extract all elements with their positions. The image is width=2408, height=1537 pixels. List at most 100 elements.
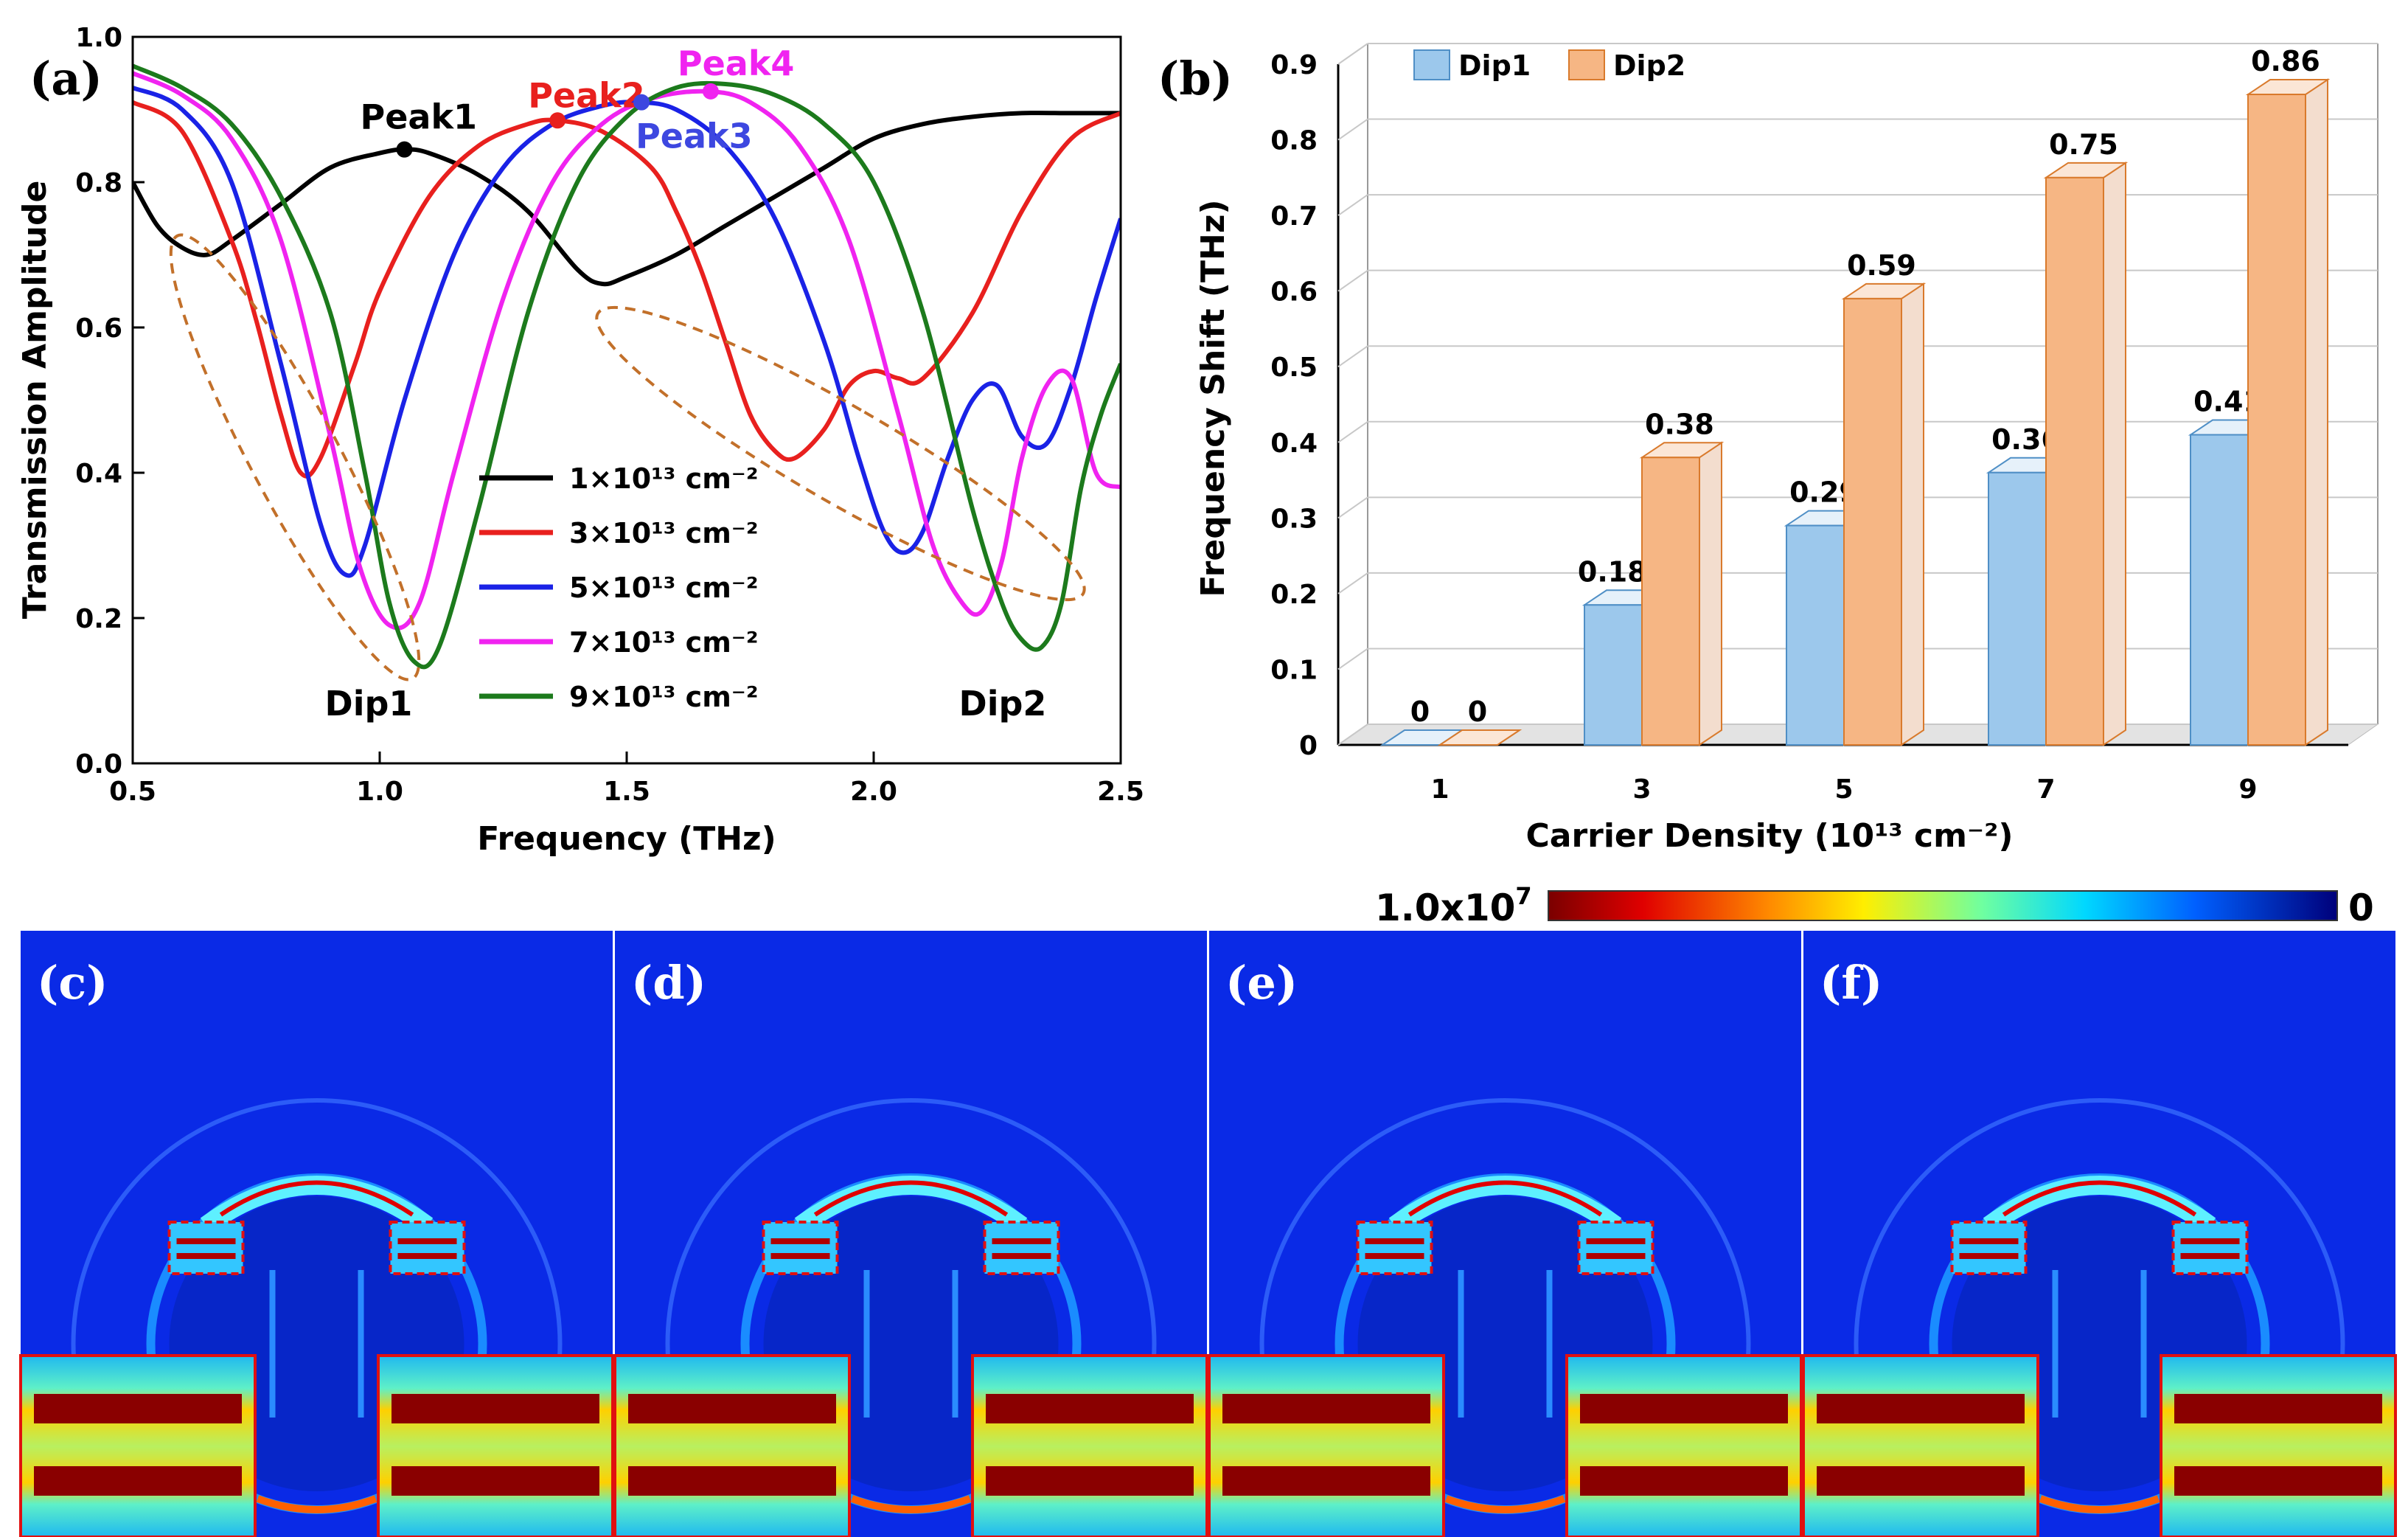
zoom-bar-top bbox=[1580, 1394, 1788, 1423]
bar-front bbox=[1786, 524, 1845, 746]
gridline-side bbox=[1337, 194, 1368, 216]
panel-b-legend: Dip1 Dip2 bbox=[1413, 49, 1685, 82]
x-tick-label: 0.5 bbox=[109, 777, 156, 807]
y-tick-label: 0.2 bbox=[75, 604, 122, 634]
inner-bar bbox=[358, 1270, 364, 1418]
h-bar-top bbox=[1959, 1238, 2019, 1244]
panel-a-ylabel: Transmission Amplitude bbox=[16, 181, 54, 620]
bar-dip2-5: 0.59 bbox=[1841, 249, 1927, 746]
zoom-inset bbox=[2160, 1354, 2397, 1537]
x-tick-label: 1 bbox=[1430, 774, 1449, 805]
peak-label-4: Peak4 bbox=[678, 44, 795, 83]
bar-front bbox=[2045, 176, 2104, 746]
y-tick-label: 0.1 bbox=[1270, 655, 1318, 685]
h-bar-top bbox=[176, 1238, 236, 1244]
x-tick-label: 1.5 bbox=[603, 777, 650, 807]
panel-b-bar-chart: (b) 0 00.1850.380.290.590.360.750.410.86 … bbox=[1158, 43, 2379, 855]
legend-swatch-dip1 bbox=[1413, 49, 1450, 80]
h-bar-top bbox=[770, 1238, 830, 1244]
zoom-bar-bottom bbox=[986, 1466, 1194, 1496]
y-tick-label: 0.4 bbox=[1270, 429, 1318, 459]
y-tick-label: 0.3 bbox=[1270, 504, 1318, 534]
bottom-arc bbox=[850, 1495, 972, 1513]
dip2-ellipse bbox=[595, 305, 1086, 602]
y-tick-label: 0.5 bbox=[1270, 353, 1318, 383]
zoom-bar-top bbox=[392, 1394, 599, 1423]
h-bar-top bbox=[2180, 1238, 2240, 1244]
x-tick-label: 1.0 bbox=[356, 777, 403, 807]
y-tick-label: 0.4 bbox=[75, 459, 122, 489]
legend-label-9: 9×10¹³ cm⁻² bbox=[569, 681, 759, 713]
gridline-side bbox=[1337, 345, 1368, 368]
top-arc-core bbox=[219, 1180, 414, 1217]
h-structure-box bbox=[389, 1221, 466, 1275]
bottom-arc bbox=[2039, 1495, 2160, 1513]
field-map-label: (c) bbox=[37, 956, 108, 1010]
series-line-0 bbox=[133, 111, 1121, 287]
bar-value-label: 0.38 bbox=[1645, 408, 1714, 440]
h-bar-top bbox=[1365, 1238, 1424, 1244]
h-bar-top bbox=[1586, 1238, 1646, 1244]
zoom-bar-top bbox=[628, 1394, 836, 1423]
zoom-inset bbox=[971, 1354, 1208, 1537]
legend-label-5: 5×10¹³ cm⁻² bbox=[569, 572, 759, 604]
zoom-bar-bottom bbox=[392, 1466, 599, 1496]
legend-label-dip1: Dip1 bbox=[1458, 49, 1531, 82]
field-map-e: (e) bbox=[1208, 931, 1803, 1537]
bottom-arc bbox=[1444, 1495, 1566, 1513]
x-tick-label: 3 bbox=[1632, 774, 1651, 805]
zoom-bar-top bbox=[986, 1394, 1194, 1423]
peak-marker-2 bbox=[549, 112, 566, 129]
h-bar-top bbox=[992, 1238, 1051, 1244]
h-bar-bottom bbox=[176, 1253, 236, 1259]
outer-ring bbox=[71, 1098, 563, 1537]
h-bar-bottom bbox=[1586, 1253, 1646, 1259]
gridline-side bbox=[1337, 496, 1368, 519]
bar-side bbox=[1901, 282, 1924, 746]
gridline-side bbox=[1337, 118, 1368, 141]
y-tick-label: 0.6 bbox=[75, 313, 122, 344]
field-map-c: (c) bbox=[19, 931, 614, 1537]
bar-side bbox=[1699, 441, 1722, 746]
gridline-side bbox=[1337, 420, 1368, 443]
panel-a-label: (a) bbox=[29, 52, 102, 105]
inner-bar bbox=[2140, 1270, 2147, 1418]
zoom-bar-bottom bbox=[2174, 1466, 2382, 1496]
series-line-3 bbox=[133, 71, 1121, 631]
dip1-ellipse bbox=[169, 233, 421, 681]
y-tick-label: 0.8 bbox=[75, 168, 122, 198]
zoom-bar-top bbox=[1817, 1394, 2025, 1423]
dip1-label: Dip1 bbox=[325, 684, 413, 724]
h-bar-bottom bbox=[770, 1253, 830, 1259]
bar-value-label: 0.86 bbox=[2251, 45, 2320, 77]
outer-ring bbox=[1259, 1098, 1751, 1537]
zoom-inset bbox=[1565, 1354, 1803, 1537]
h-bar-bottom bbox=[992, 1253, 1051, 1259]
x-tick-label: 9 bbox=[2238, 774, 2257, 805]
h-bar-bottom bbox=[2180, 1253, 2240, 1259]
h-structure-box bbox=[167, 1221, 245, 1275]
gridline-side bbox=[1337, 43, 1368, 65]
colorbar-gradient bbox=[1548, 890, 2338, 921]
panel-a-ticks: 0.5 1.0 1.5 2.0 2.5 0.0 0.2 0.4 0.6 0.8 1.0 bbox=[75, 23, 1144, 807]
bottom-arc bbox=[256, 1495, 377, 1513]
peak-label-2: Peak2 bbox=[528, 75, 645, 115]
h-structure-box bbox=[1356, 1221, 1433, 1275]
bar-dip2-3: 0.38 bbox=[1639, 408, 1725, 746]
h-structure-box bbox=[1950, 1221, 2028, 1275]
bar-front bbox=[1988, 471, 2047, 746]
field-map-label: (d) bbox=[631, 956, 706, 1010]
h-structure-box bbox=[1577, 1221, 1654, 1275]
gridline-side bbox=[1337, 724, 1368, 746]
y-tick-label: 0.6 bbox=[1270, 277, 1318, 308]
x-tick-label: 7 bbox=[2036, 774, 2055, 805]
bar-top bbox=[1437, 729, 1523, 746]
h-bar-bottom bbox=[1959, 1253, 2019, 1259]
field-map-f: (f) bbox=[1802, 931, 2397, 1537]
legend-label-7: 7×10¹³ cm⁻² bbox=[569, 626, 759, 659]
colorbar: 1.0x107 0 bbox=[1375, 882, 2374, 929]
zoom-bar-bottom bbox=[1817, 1466, 2025, 1496]
zoom-bar-top bbox=[1222, 1394, 1430, 1423]
